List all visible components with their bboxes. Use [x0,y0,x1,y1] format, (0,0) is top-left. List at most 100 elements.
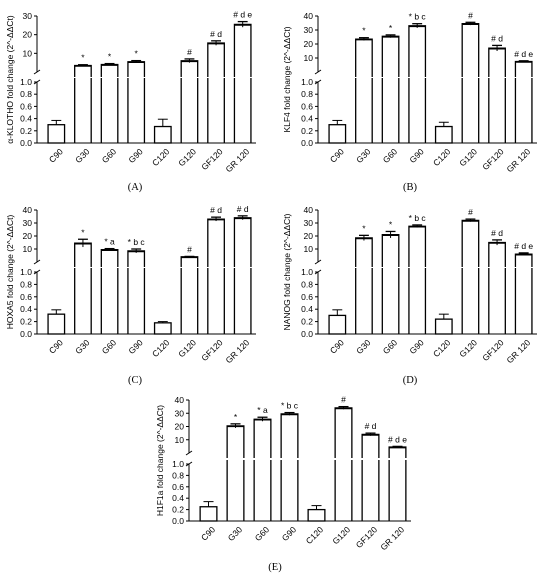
significance-label: # [187,47,192,57]
significance-label: # d e [233,10,252,20]
y-tick-label: 0.6 [20,292,32,302]
significance-label: # d [210,205,222,215]
x-tick-label: G120 [457,146,479,168]
y-tick-label: 0.4 [301,114,313,124]
bar-group [434,313,453,335]
y-tick-label: 0.2 [301,317,313,327]
significance-label: # d e [388,434,407,444]
bar-group [328,119,347,144]
bar-group: * [355,223,373,334]
y-tick-label: 0.4 [172,493,184,503]
y-tick-label: 1.0 [20,267,32,277]
bar [362,434,379,458]
bar [408,25,426,77]
y-tick-label: 40 [304,205,314,215]
x-tick-label: G60 [253,524,272,543]
bar [74,243,92,267]
significance-label: * [81,227,85,237]
bar [408,226,426,267]
significance-label: # d e [514,49,533,59]
significance-label: * [135,49,139,59]
significance-label: # d [210,29,222,39]
x-tick-label: G30 [354,146,373,165]
bar [234,24,251,77]
significance-label: # d [491,228,503,238]
x-tick-label: G30 [73,337,92,356]
bar [74,65,92,77]
significance-label: * [389,219,393,229]
y-tick-label: 30 [304,218,314,228]
bar [207,43,225,77]
y-tick-label: 0.8 [20,279,32,289]
bar [335,407,352,458]
y-tick-label: 0.2 [20,317,32,327]
x-tick-label: C120 [150,146,172,168]
y-tick-label: 10 [175,435,185,445]
significance-label: * a [104,237,115,247]
x-tick-label: GF120 [354,524,380,550]
x-tick-label: G90 [126,337,145,356]
bar-group: * [74,227,92,334]
y-tick-label: 10 [23,48,33,58]
bar-group: * [226,412,245,521]
bar-group [328,309,347,335]
y-tick-label: 20 [175,422,185,432]
y-tick-label: 0.4 [20,304,32,314]
y-tick-label: 20 [304,231,314,241]
y-tick-label: 20 [23,30,33,40]
bar [101,249,118,267]
y-tick-label: 0.4 [301,304,313,314]
x-tick-label: GF120 [199,146,225,172]
bar-group [47,309,66,335]
bar-group: * b c [280,401,299,521]
y-tick-label: 0.8 [301,279,313,289]
bar-group: # d [488,33,506,143]
x-tick-label: G90 [280,524,299,543]
x-tick-label: C120 [431,146,453,168]
significance-label: # [468,10,473,20]
x-tick-label: GR 120 [224,146,252,174]
bar [328,124,347,144]
panel-c: 0.0 0.2 0.4 0.6 0.8 1.0 10 20 30 40 HOXA5 fold cha… [5,204,256,365]
y-tick-label: 0.0 [20,329,32,339]
x-tick-label: G30 [354,337,373,356]
panel-label-c: (C) [128,375,143,386]
y-axis-label: α-KLOTHO fold change (2^-ΔΔCt) [5,15,15,144]
y-tick-label: 0.2 [301,126,313,136]
y-tick-label: 30 [23,11,33,21]
x-tick-label: C90 [47,146,65,164]
bar-group [434,121,453,144]
bar [254,419,271,458]
panel-label-e: (E) [268,562,282,573]
significance-label: * [362,26,366,36]
y-tick-label: 1.0 [172,459,184,469]
x-tick-label: GR 120 [224,337,252,365]
bar-group: # [334,395,353,521]
bar-group: * b c [408,12,426,143]
bar [181,60,198,77]
bar-group: # d e [388,434,407,521]
x-tick-label: G120 [457,337,479,359]
significance-label: * b c [128,237,146,247]
bar [434,318,453,335]
bar-group: # [461,10,480,143]
y-tick-label: 30 [23,218,33,228]
bar [47,313,66,335]
bar [488,242,506,267]
bar-group: # [180,47,199,143]
x-tick-label: G30 [226,524,245,543]
y-tick-label: 0.6 [20,101,32,111]
x-tick-label: C120 [150,337,172,359]
significance-label: * [234,412,238,422]
significance-label: # d [365,421,377,431]
bar-group: # d [207,29,225,143]
axis-break-mark [314,259,322,265]
y-tick-label: 0.0 [172,516,184,526]
bar-group: * b c [127,237,146,334]
x-tick-label: C120 [304,524,326,546]
y-tick-label: 0.8 [301,89,313,99]
bar-group: * [74,53,92,143]
y-tick-label: 0.6 [301,292,313,302]
bar-group: # d e [233,10,252,143]
significance-label: * [108,52,112,62]
